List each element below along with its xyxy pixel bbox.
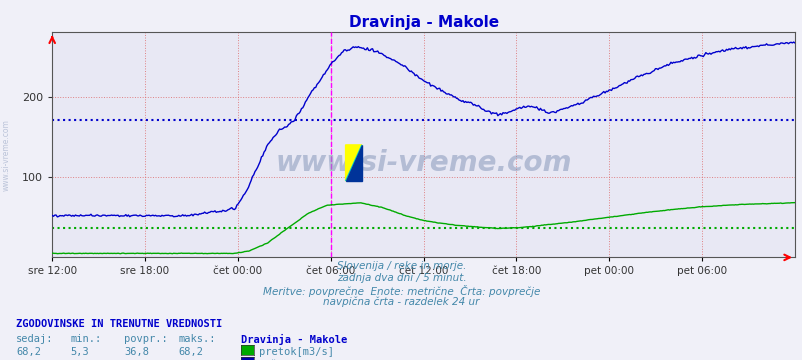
Text: Meritve: povprečne  Enote: metrične  Črta: povprečje: Meritve: povprečne Enote: metrične Črta:… bbox=[262, 285, 540, 297]
Text: sedaj:: sedaj: bbox=[16, 334, 54, 344]
Text: Slovenija / reke in morje.: Slovenija / reke in morje. bbox=[336, 261, 466, 271]
Title: Dravinja - Makole: Dravinja - Makole bbox=[348, 15, 498, 30]
Text: 68,2: 68,2 bbox=[178, 347, 203, 357]
Text: povpr.:: povpr.: bbox=[124, 334, 168, 344]
Text: pretok[m3/s]: pretok[m3/s] bbox=[258, 347, 333, 357]
Text: min.:: min.: bbox=[71, 334, 102, 344]
Text: navpična črta - razdelek 24 ur: navpična črta - razdelek 24 ur bbox=[323, 297, 479, 307]
Text: www.si-vreme.com: www.si-vreme.com bbox=[2, 119, 11, 191]
Text: zadnja dva dni / 5 minut.: zadnja dva dni / 5 minut. bbox=[336, 273, 466, 283]
Text: maks.:: maks.: bbox=[178, 334, 216, 344]
Polygon shape bbox=[345, 145, 362, 181]
Text: Dravinja - Makole: Dravinja - Makole bbox=[241, 334, 346, 345]
Text: www.si-vreme.com: www.si-vreme.com bbox=[275, 149, 571, 177]
Text: 5,3: 5,3 bbox=[71, 347, 89, 357]
Polygon shape bbox=[345, 145, 362, 181]
Text: 68,2: 68,2 bbox=[16, 347, 41, 357]
Text: 36,8: 36,8 bbox=[124, 347, 149, 357]
Polygon shape bbox=[345, 145, 362, 181]
Text: ZGODOVINSKE IN TRENUTNE VREDNOSTI: ZGODOVINSKE IN TRENUTNE VREDNOSTI bbox=[16, 319, 222, 329]
